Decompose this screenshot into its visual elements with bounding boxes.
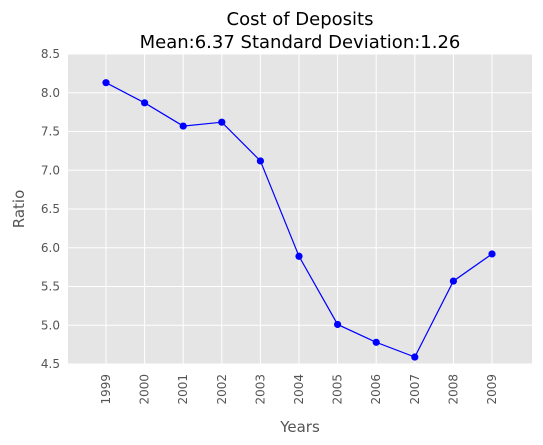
chart-title: Cost of Deposits <box>227 9 374 30</box>
x-tick-label: 2008 <box>446 374 460 405</box>
y-tick-label: 4.5 <box>41 357 60 371</box>
x-tick-label: 2001 <box>176 374 190 405</box>
x-tick-label: 2004 <box>292 374 306 405</box>
x-tick-label: 2009 <box>485 374 499 405</box>
data-point <box>179 122 187 130</box>
y-axis-ticks: 4.5 5.0 5.5 6.0 6.5 7.0 7.5 8.0 8.5 <box>41 47 60 371</box>
x-tick-label: 1999 <box>99 374 113 405</box>
x-tick-label: 2006 <box>369 374 383 405</box>
data-point <box>411 353 419 361</box>
data-point <box>334 320 342 329</box>
x-tick-label: 2000 <box>138 374 152 405</box>
x-axis-ticks: 1999 2000 2001 2002 2003 2004 2005 2006 2007 2008… <box>99 374 499 405</box>
y-tick-label: 5.5 <box>41 280 60 294</box>
y-tick-label: 6.0 <box>41 241 60 255</box>
x-axis-label: Years <box>279 418 320 436</box>
data-point <box>141 99 149 107</box>
x-tick-label: 2005 <box>331 374 345 405</box>
x-tick-label: 2003 <box>253 374 267 405</box>
data-points <box>102 79 496 361</box>
chart-subtitle: Mean:6.37 Standard Deviation:1.26 <box>140 32 461 53</box>
y-tick-label: 7.5 <box>41 125 60 139</box>
y-tick-label: 8.5 <box>41 47 60 61</box>
y-tick-label: 5.0 <box>41 318 60 332</box>
x-tick-label: 2002 <box>215 374 229 405</box>
grid-lines <box>68 53 532 365</box>
y-tick-label: 6.5 <box>41 202 60 216</box>
data-point <box>218 118 226 126</box>
data-point <box>449 277 457 285</box>
data-point <box>295 252 303 260</box>
y-axis-label: Ratio <box>10 190 28 229</box>
data-point <box>256 157 264 165</box>
data-point <box>102 79 110 87</box>
x-tick-label: 2007 <box>408 374 422 405</box>
data-point <box>372 338 380 346</box>
y-tick-label: 7.0 <box>41 163 60 177</box>
y-tick-label: 8.0 <box>41 86 60 100</box>
data-point <box>488 250 496 258</box>
